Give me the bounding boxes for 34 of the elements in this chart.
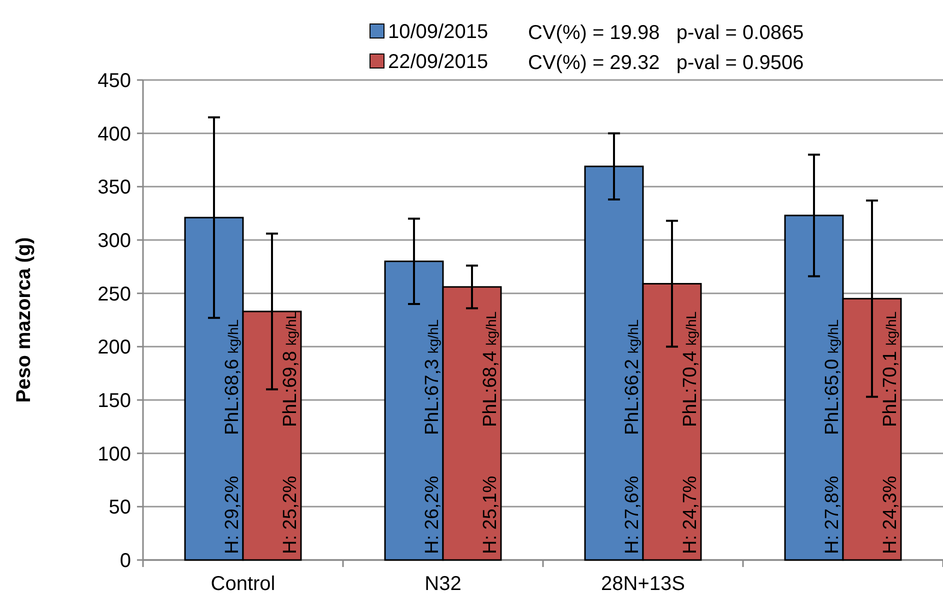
annotation: H: 24,7%: [680, 476, 701, 554]
annotation: H: 25,2%: [280, 476, 301, 554]
annotation: H: 24,3%: [880, 476, 901, 554]
y-tick-label: 250: [98, 283, 131, 306]
y-tick-label: 450: [98, 70, 131, 92]
annotation: H: 27,6%: [622, 476, 643, 554]
annotation: PhL:70,1 kg/hL: [880, 311, 901, 427]
y-tick-label: 350: [98, 176, 131, 199]
y-tick-label: 0: [120, 550, 131, 572]
y-tick-label: 400: [98, 123, 131, 146]
annotation: PhL:65,0 kg/hL: [822, 319, 843, 435]
y-tick-label: 150: [98, 390, 131, 412]
y-tick-label: 200: [98, 336, 131, 359]
annotation: PhL:69,8 kg/hL: [280, 311, 301, 427]
y-tick-label: 300: [98, 230, 131, 252]
annotation: H: 27,8%: [822, 476, 843, 554]
text: CV(%) = 19.98 p-val = 0.0865: [528, 22, 804, 44]
annotation: PhL:68,4 kg/hL: [480, 311, 501, 427]
annotation: PhL:67,3 kg/hL: [422, 319, 443, 435]
x-tick-label: N32: [424, 573, 462, 595]
annotation: H: 29,2%: [222, 476, 243, 554]
annotation: H: 25,1%: [480, 476, 501, 554]
annotation: PhL:68,6 kg/hL: [222, 319, 243, 435]
x-tick-label: 28N+13S: [601, 573, 685, 595]
x-tick-label: Control: [210, 573, 276, 595]
annotation: PhL:70,4 kg/hL: [680, 311, 701, 427]
legend-label: 22/09/2015: [388, 51, 488, 73]
y-tick-label: 100: [98, 443, 131, 466]
text: CV(%) = 29.32 p-val = 0.9506: [528, 52, 804, 74]
legend-label: 10/09/2015: [388, 21, 488, 43]
annotation: PhL:66,2 kg/hL: [622, 319, 643, 435]
annotation: H: 26,2%: [422, 476, 443, 554]
y-axis-title: Peso mazorca (g): [13, 237, 35, 403]
y-tick-label: 50: [108, 496, 131, 519]
